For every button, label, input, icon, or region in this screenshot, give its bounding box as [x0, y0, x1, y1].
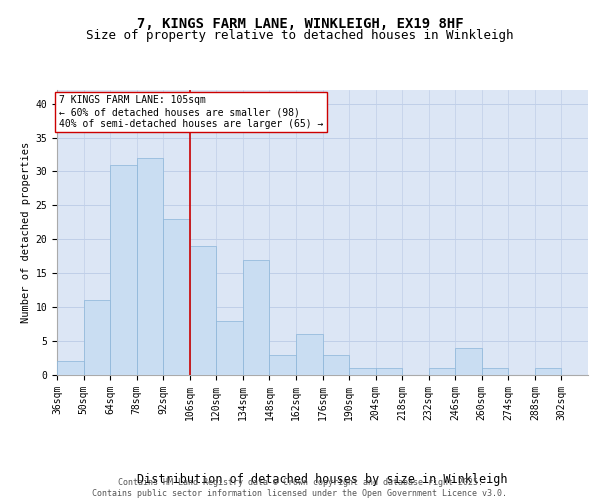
- Bar: [376, 368, 402, 375]
- Text: Contains HM Land Registry data © Crown copyright and database right 2025.
Contai: Contains HM Land Registry data © Crown c…: [92, 478, 508, 498]
- Text: 7 KINGS FARM LANE: 105sqm
← 60% of detached houses are smaller (98)
40% of semi-: 7 KINGS FARM LANE: 105sqm ← 60% of detac…: [59, 96, 323, 128]
- Text: 7, KINGS FARM LANE, WINKLEIGH, EX19 8HF: 7, KINGS FARM LANE, WINKLEIGH, EX19 8HF: [137, 18, 463, 32]
- Bar: [243, 260, 269, 375]
- Bar: [323, 354, 349, 375]
- Text: Size of property relative to detached houses in Winkleigh: Size of property relative to detached ho…: [86, 28, 514, 42]
- Bar: [482, 368, 508, 375]
- Bar: [190, 246, 217, 375]
- Bar: [269, 354, 296, 375]
- Bar: [535, 368, 562, 375]
- Bar: [163, 219, 190, 375]
- Bar: [217, 320, 243, 375]
- Bar: [83, 300, 110, 375]
- Y-axis label: Number of detached properties: Number of detached properties: [22, 142, 31, 323]
- X-axis label: Distribution of detached houses by size in Winkleigh: Distribution of detached houses by size …: [137, 473, 508, 486]
- Bar: [428, 368, 455, 375]
- Bar: [57, 362, 83, 375]
- Bar: [296, 334, 323, 375]
- Bar: [455, 348, 482, 375]
- Bar: [137, 158, 163, 375]
- Bar: [349, 368, 376, 375]
- Bar: [110, 164, 137, 375]
